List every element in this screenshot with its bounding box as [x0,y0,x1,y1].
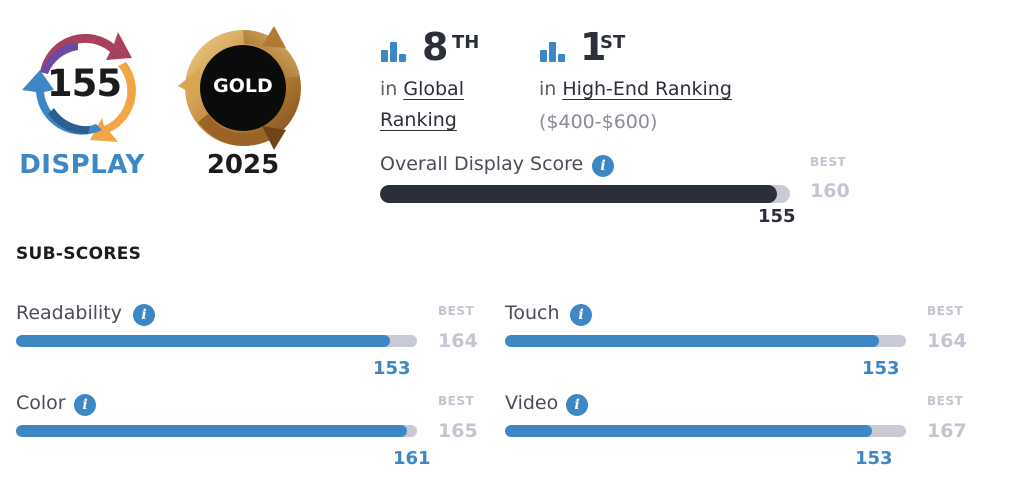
color-fill [16,425,408,437]
info-icon[interactable]: i [133,304,155,326]
overall-score-bar [380,185,790,203]
color-best-value: 165 [438,420,478,442]
segment-rank-caption: in High-End Ranking [539,74,732,105]
touch-label: Touch [505,302,560,324]
video-best-value: 167 [927,420,967,442]
info-icon[interactable]: i [74,394,96,416]
video-label: Video [505,392,559,414]
segment-rank-prefix: in [539,78,557,100]
display-score-value: 155 [46,62,122,105]
color-bar [16,425,417,437]
readability-bar [16,335,417,347]
award-label: GOLD [213,75,273,97]
global-rank-caption: in Global Ranking [380,74,500,136]
overall-score-value: 155 [758,206,796,227]
touch-score: 153 [862,358,900,379]
global-ranking-link[interactable]: Global Ranking [380,78,464,131]
color-best-label: BEST [438,394,475,408]
touch-fill [505,335,880,347]
readability-score: 153 [373,358,411,379]
ranking-bars-icon [381,40,411,62]
subscores-heading: SUB-SCORES [16,244,142,264]
readability-best-value: 164 [438,330,478,352]
overall-score-fill [380,185,778,203]
video-fill [505,425,873,437]
touch-best-value: 164 [927,330,967,352]
info-icon[interactable]: i [570,304,592,326]
touch-best-label: BEST [927,304,964,318]
ranking-bars-icon [540,40,570,62]
video-best-label: BEST [927,394,964,408]
segment-rank-number: 1 [580,25,607,69]
info-icon[interactable]: i [566,394,588,416]
high-end-ranking-link[interactable]: High-End Ranking [562,78,732,100]
overall-best-label: BEST [810,155,847,169]
segment-price-range: ($400-$600) [539,111,658,133]
readability-best-label: BEST [438,304,475,318]
video-score: 153 [855,448,893,469]
overall-best-value: 160 [810,180,850,202]
readability-label: Readability [16,302,122,324]
readability-fill [16,335,391,347]
global-rank-number: 8 [422,25,449,69]
award-year: 2025 [206,150,280,180]
gold-award-badge [178,26,301,150]
segment-rank-suffix: ST [600,32,626,53]
color-label: Color [16,392,66,414]
display-score-badge [22,32,136,142]
video-bar [505,425,906,437]
overall-score-label: Overall Display Score [380,153,584,175]
color-score: 161 [393,448,431,469]
global-rank-suffix: TH [452,32,480,53]
info-icon[interactable]: i [592,155,614,177]
global-rank-prefix: in [380,78,398,100]
touch-bar [505,335,906,347]
badge-category-label: DISPLAY [19,150,145,180]
